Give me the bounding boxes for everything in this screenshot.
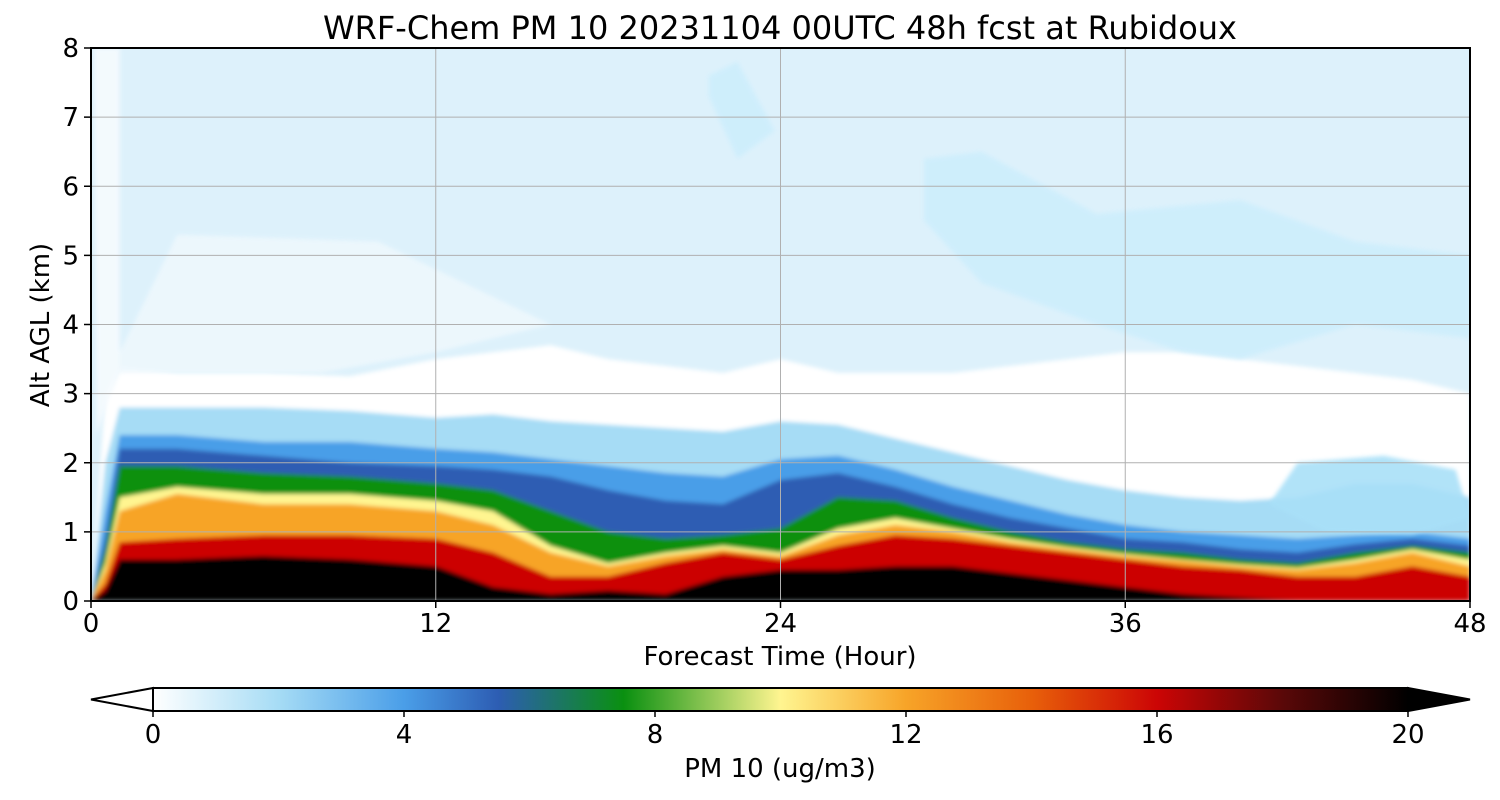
colorbar-tick-label: 0: [145, 720, 162, 750]
x-tick-label: 24: [764, 609, 797, 639]
x-tick-label: 12: [419, 609, 452, 639]
y-tick-label: 1: [62, 518, 79, 548]
colorbar-extend-high: [1407, 686, 1471, 713]
enhanced-aloft-3: [1268, 455, 1470, 536]
colorbar-frame: [152, 687, 1409, 712]
y-tick-label: 4: [62, 311, 79, 341]
colorbar-ticks: 0 4 8 12 16 20: [145, 711, 1425, 750]
upper-air-features: [93, 48, 1470, 536]
x-tick-label: 36: [1109, 609, 1142, 639]
clean-air-region: [96, 234, 551, 422]
y-axis-title: Alt AGL (km): [26, 243, 56, 407]
x-tick-label: 0: [83, 609, 100, 639]
chart-title: WRF-Chem PM 10 20231104 00UTC 48h fcst a…: [323, 9, 1237, 47]
colorbar-tick-label: 16: [1140, 720, 1173, 750]
colorbar-tick-label: 4: [396, 720, 413, 750]
x-axis-title: Forecast Time (Hour): [643, 642, 916, 672]
y-tick-label: 6: [62, 172, 79, 202]
colorbar-body: [153, 688, 1408, 711]
colorbar: 0 4 8 12 16 20 PM 10 (ug/m3): [90, 686, 1471, 784]
clean-air-column: [93, 48, 120, 436]
colorbar-label: PM 10 (ug/m3): [684, 754, 876, 784]
y-tick-label: 7: [62, 103, 79, 133]
y-axis: 0 1 2 3 4 5 6 7 8: [62, 34, 91, 617]
y-tick-label: 3: [62, 380, 79, 410]
colorbar-tick-label: 12: [889, 720, 922, 750]
y-tick-label: 5: [62, 241, 79, 271]
x-tick-label: 48: [1453, 609, 1486, 639]
colorbar-tick-label: 20: [1391, 720, 1424, 750]
enhanced-aloft-1: [708, 61, 775, 159]
y-tick-label: 2: [62, 449, 79, 479]
x-axis: 0 12 24 36 48: [83, 601, 1487, 639]
colorbar-tick-label: 8: [647, 720, 664, 750]
y-tick-label: 0: [62, 587, 79, 617]
colorbar-extend-low: [90, 686, 154, 713]
y-tick-label: 8: [62, 34, 79, 64]
